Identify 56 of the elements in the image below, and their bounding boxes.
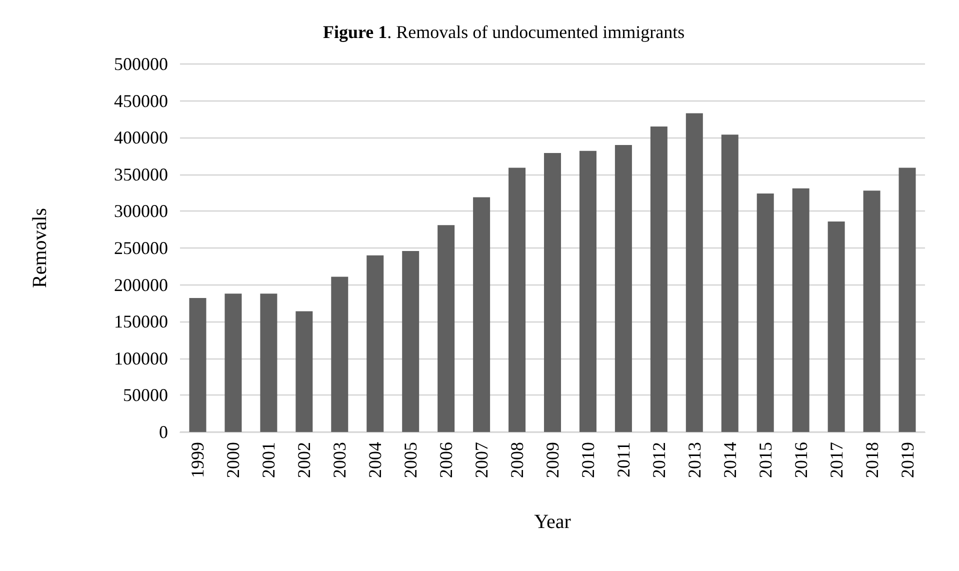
bar [189, 298, 206, 432]
x-tick-label: 2000 [223, 442, 244, 478]
y-tick-label: 250000 [114, 238, 168, 258]
x-axis-title: Year [534, 511, 572, 533]
y-tick-label: 0 [159, 422, 168, 442]
bar [224, 294, 242, 432]
x-tick-label: 2017 [826, 442, 846, 478]
x-tick-label: 2014 [720, 442, 740, 478]
bar [898, 168, 916, 432]
bar [508, 168, 526, 432]
x-tick-label: 2006 [436, 442, 456, 478]
y-tick-label: 450000 [114, 90, 168, 111]
bar [544, 153, 561, 432]
x-tick-label: 2015 [755, 442, 776, 478]
bar [331, 276, 348, 432]
y-tick-label: 100000 [114, 348, 168, 368]
x-tick-label: 2003 [330, 442, 350, 478]
x-tick-label: 2012 [648, 442, 669, 478]
y-axis-title: Removals [29, 208, 51, 288]
x-tick-label: 2016 [790, 442, 811, 478]
x-tick-label: 2011 [613, 442, 634, 478]
bar [721, 134, 738, 432]
chart-title: Figure 1. Removals of undocumented immigrants [323, 22, 685, 42]
bar [402, 250, 420, 432]
bar [828, 222, 845, 432]
bar [473, 197, 490, 432]
bar [296, 311, 313, 432]
bar [863, 190, 880, 432]
x-tick-label: 2019 [897, 442, 918, 478]
x-tick-label: 2010 [578, 442, 598, 478]
bar [438, 225, 455, 432]
x-tick-label: 2008 [507, 442, 528, 478]
y-tick-label: 300000 [114, 201, 168, 222]
x-tick-label: 2005 [400, 442, 421, 478]
x-tick-label: 2001 [258, 442, 279, 478]
bar [260, 294, 278, 432]
x-tick-label: 2002 [294, 442, 314, 478]
y-tick-label: 150000 [114, 312, 168, 332]
x-tick-label: 2009 [542, 442, 562, 478]
x-tick-label: 2013 [684, 442, 704, 478]
y-tick-label: 200000 [114, 274, 168, 295]
bar [579, 150, 596, 432]
bar [686, 113, 703, 432]
bar [614, 144, 632, 432]
y-tick-label: 350000 [114, 164, 168, 184]
bar [756, 194, 774, 432]
bar [650, 126, 668, 432]
x-tick-label: 2007 [472, 442, 492, 478]
x-tick-label: 1999 [188, 442, 208, 478]
y-tick-label: 400000 [114, 128, 168, 148]
x-tick-label: 2004 [365, 442, 386, 478]
y-tick-label: 500000 [114, 54, 168, 74]
bar [792, 188, 810, 432]
bar [366, 255, 384, 432]
x-tick-label: 2018 [862, 442, 882, 478]
y-tick-label: 50000 [123, 385, 168, 406]
